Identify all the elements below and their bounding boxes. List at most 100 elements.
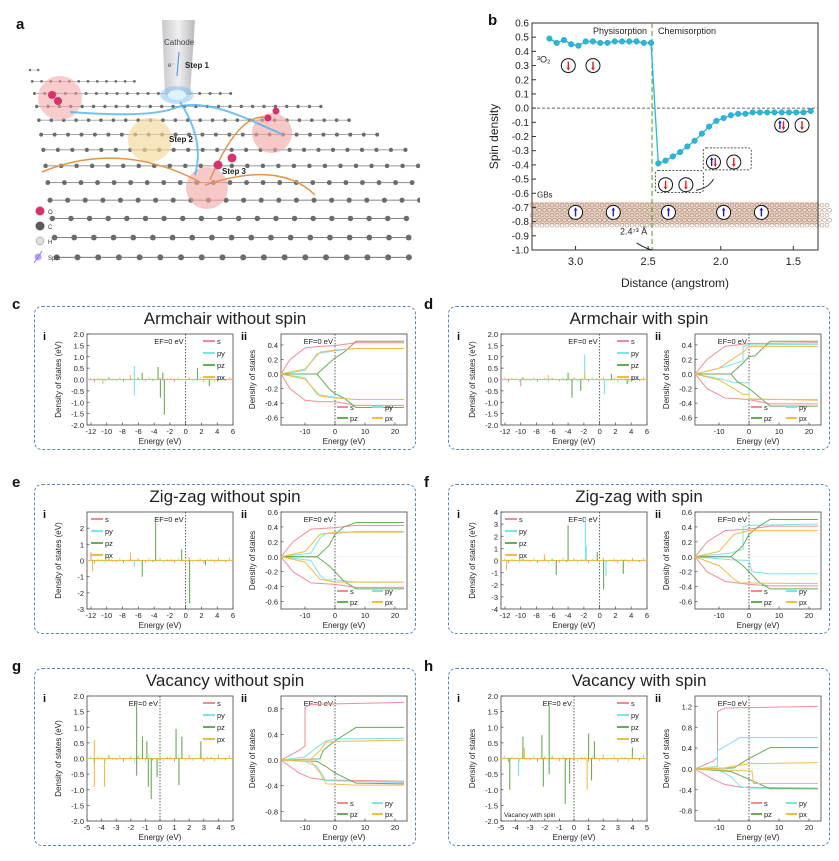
gb-hex — [774, 212, 780, 218]
y-tick-label: -0.6 — [265, 414, 278, 423]
carbon-atom — [347, 215, 354, 222]
y-tick-label: -0.4 — [679, 399, 692, 408]
carbon-atom — [68, 215, 74, 222]
gb-hex — [544, 202, 550, 208]
gb-hex — [547, 217, 552, 223]
y-tick-label: -1.5 — [485, 801, 498, 810]
legend-label-s: s — [764, 587, 768, 596]
final-orbital-2 — [794, 117, 810, 133]
y-tick-label: 1 — [80, 540, 84, 549]
carbon-atom — [41, 147, 46, 152]
x-tick-label: 20 — [805, 427, 813, 436]
x-tick-label: 3.0 — [568, 256, 583, 268]
legend-label-px: px — [385, 598, 393, 607]
gb-hex — [769, 202, 775, 208]
carbon-atom — [198, 118, 202, 122]
carbon-atom — [375, 132, 380, 137]
gb-hex — [747, 217, 752, 223]
gb-hex — [749, 222, 755, 228]
gb-spin-orbital — [605, 204, 621, 220]
gb-hex — [812, 217, 817, 223]
legend-label-pz: pz — [764, 414, 772, 423]
gb-hex — [634, 222, 640, 228]
x-tick-label: 5 — [645, 823, 649, 832]
x-tick-label: 0 — [333, 611, 337, 620]
spin-down-head — [663, 186, 668, 190]
panel-c-i-chart: i 2.0 1.5 1.0 0.5 0.0 -0.5 -1.0 -1.5 -2.0-12 -10 -8… — [43, 330, 235, 446]
physisorption-label: Physisorption — [593, 26, 647, 36]
y-tick-label: 3 — [494, 520, 498, 529]
carbon-atom — [353, 163, 359, 169]
y-tick-label: -0.6 — [679, 414, 692, 423]
legend: s py pz px — [751, 587, 807, 607]
y-tick-label: -2.0 — [485, 817, 498, 826]
carbon-atom — [171, 104, 175, 109]
gb-hex — [769, 222, 775, 228]
y-tick-label: 0.6 — [682, 508, 692, 517]
gb-hex — [544, 212, 550, 218]
carbon-atom — [49, 215, 56, 222]
carbon-atom — [173, 132, 178, 137]
panel-e-ii-chart: ii 0.6 0.4 0.2 0.0 -0.2 -0.4 -0.6 -10 0 10 20 Energy… — [241, 508, 408, 630]
carbon-atom — [287, 234, 294, 241]
fermi-level-label: EF=0 eV — [304, 699, 333, 708]
x-tick-label: -12 — [86, 427, 97, 436]
carbon-atom — [161, 215, 167, 222]
chemisorption-label: Chemisorption — [658, 26, 716, 36]
panel-d-i-chart: i 2.0 1.5 1.0 0.5 0.0 -0.5 -1.0 -1.5 -2.0-12 -10 -8… — [457, 330, 649, 446]
y-tick-label: -2.0 — [71, 421, 84, 430]
x-tick-label: 6 — [231, 427, 235, 436]
carbon-atom — [47, 197, 53, 203]
legend-label-px: px — [519, 551, 527, 560]
gb-hex — [694, 222, 700, 228]
y-tick-label: -1 — [77, 573, 84, 582]
y-tick-label: 0.6 — [515, 19, 529, 30]
gb-hex — [537, 207, 542, 213]
x-tick-label: 4 — [216, 823, 220, 832]
gb-spin-orbital — [660, 204, 676, 220]
x-tick-label: 2 — [613, 611, 617, 620]
gb-hex — [777, 207, 782, 213]
x-tick-label: 2 — [601, 823, 605, 832]
gb-hex — [644, 222, 650, 228]
gb-hex — [744, 202, 750, 208]
data-point — [662, 157, 669, 164]
gb-hex — [599, 212, 605, 218]
fermi-level-label: EF=0 eV — [304, 337, 333, 346]
cumulative-px_dn — [694, 556, 819, 585]
data-point — [611, 38, 618, 45]
carbon-atom — [302, 254, 309, 261]
y-tick-label: -0.8 — [679, 807, 692, 816]
cumulative-px_dn — [694, 768, 818, 784]
gb-hex — [542, 207, 547, 213]
y-axis-label: Density of states — [468, 729, 477, 788]
step-1-label: Step 1 — [185, 61, 210, 70]
x-tick-label: 0 — [158, 823, 162, 832]
carbon-atom — [146, 92, 150, 96]
intermediate-box-2 — [654, 170, 704, 194]
data-point — [604, 39, 611, 46]
panel-f-title: Zig-zag with spin — [575, 487, 703, 506]
carbon-atom — [167, 163, 173, 169]
carbon-atom — [321, 132, 326, 137]
carbon-atom — [218, 92, 222, 96]
x-tick-label: -10 — [300, 823, 311, 832]
gb-hex — [714, 222, 720, 228]
fermi-level-label: EF=0 eV — [543, 699, 572, 708]
spin-up-head — [759, 207, 764, 211]
sub-label: i — [457, 693, 460, 705]
plot-frame — [694, 695, 822, 822]
sub-label: ii — [241, 331, 247, 343]
fermi-level-label: EF=0 eV — [154, 515, 183, 524]
legend: s py pz px — [617, 337, 639, 382]
data-point — [706, 123, 713, 130]
cumulative-pz_dn — [695, 556, 818, 590]
carbon-atom — [240, 254, 247, 261]
y-tick-label: -0.5 — [71, 770, 84, 779]
carbon-atom — [258, 197, 264, 203]
y-tick-label: 2 — [494, 532, 498, 541]
gb-hex — [737, 217, 742, 223]
panel-c-charts: i 2.0 1.5 1.0 0.5 0.0 -0.5 -1.0 -1.5 -2.0-12 -10 -8… — [43, 330, 408, 446]
legend-label-px: px — [385, 810, 393, 819]
mid-orbital-2 — [726, 154, 742, 170]
